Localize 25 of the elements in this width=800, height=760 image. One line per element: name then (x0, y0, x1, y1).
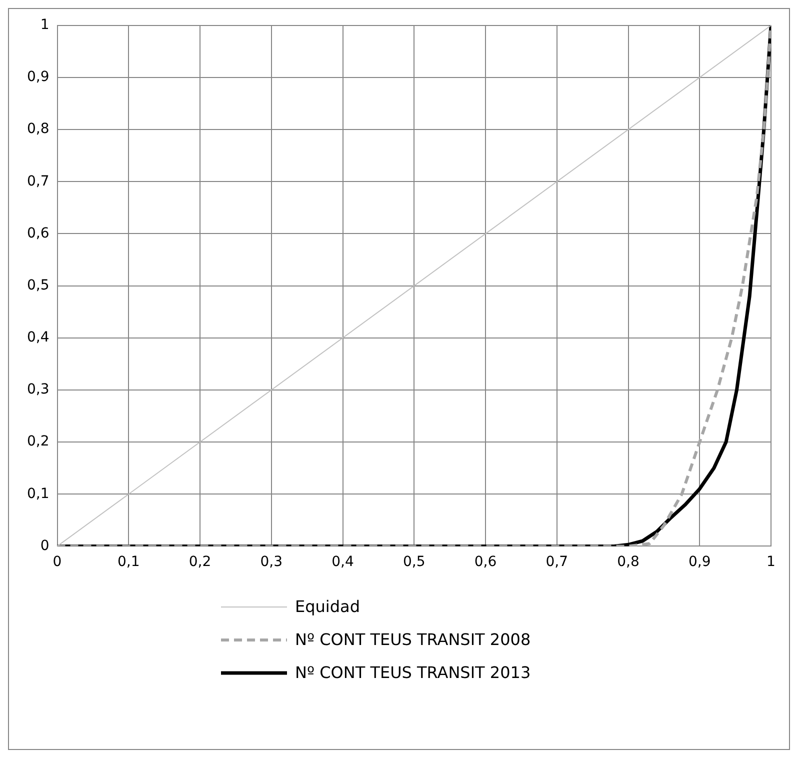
y-tick-label: 0,7 (27, 173, 50, 190)
x-tick-label: 0,1 (118, 554, 140, 570)
y-tick-label: 0,3 (27, 382, 50, 398)
y-tick-label: 0,1 (27, 486, 50, 502)
x-tick-label: 0,5 (403, 554, 426, 570)
x-tick-label: 0 (52, 554, 62, 570)
x-tick-label: 0,6 (474, 554, 497, 570)
x-tick-label: 0,3 (260, 554, 283, 570)
y-tick-label: 1 (40, 17, 50, 34)
x-tick-label: 0,2 (188, 554, 212, 570)
y-tick-label: 0,5 (27, 277, 50, 294)
x-tick-label: 0,8 (617, 554, 640, 570)
legend-label: Nº CONT TEUS TRANSIT 2013 (295, 663, 531, 682)
legend-label: Equidad (295, 597, 360, 616)
y-tick-label: 0,2 (27, 434, 50, 450)
x-tick-label: 0,4 (332, 554, 354, 570)
y-tick-label: 0 (40, 538, 50, 554)
x-tick-label: 0,9 (688, 554, 711, 570)
y-tick-label: 0,6 (27, 225, 50, 242)
x-tick-label: 0,7 (546, 554, 568, 570)
legend-label: Nº CONT TEUS TRANSIT 2008 (295, 630, 531, 649)
y-tick-label: 0,4 (27, 330, 50, 346)
y-tick-label: 0,8 (27, 121, 50, 138)
x-tick-label: 1 (766, 554, 776, 570)
y-tick-label: 0,9 (27, 69, 50, 86)
